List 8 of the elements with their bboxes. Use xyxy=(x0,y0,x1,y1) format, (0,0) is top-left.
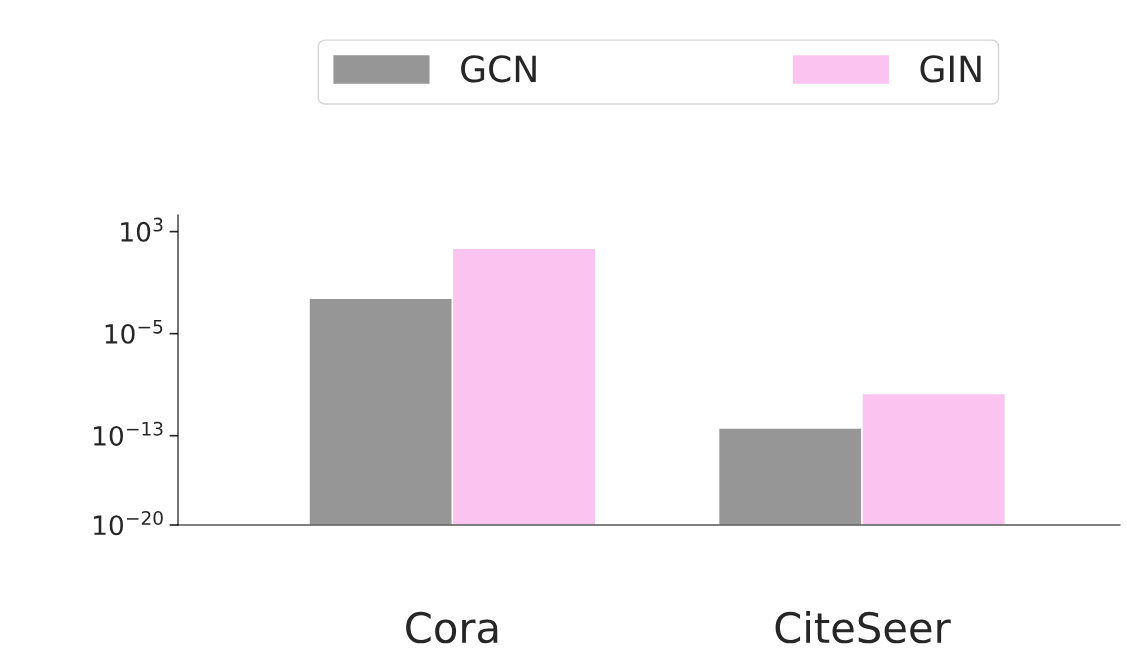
y-tick-label: 10$^{−20}$ xyxy=(94,511,163,536)
y-tick-label: 10$^{3}$ xyxy=(121,217,163,242)
y-tick-label: 10$^{−13}$ xyxy=(94,421,163,446)
x-tick-label: Cora xyxy=(406,611,498,644)
x-tick-label: CiteSeer xyxy=(775,611,951,644)
legend-label: GIN xyxy=(920,55,981,83)
legend-label: GCN xyxy=(461,55,536,83)
y-tick-label: 10$^{−5}$ xyxy=(105,319,163,344)
